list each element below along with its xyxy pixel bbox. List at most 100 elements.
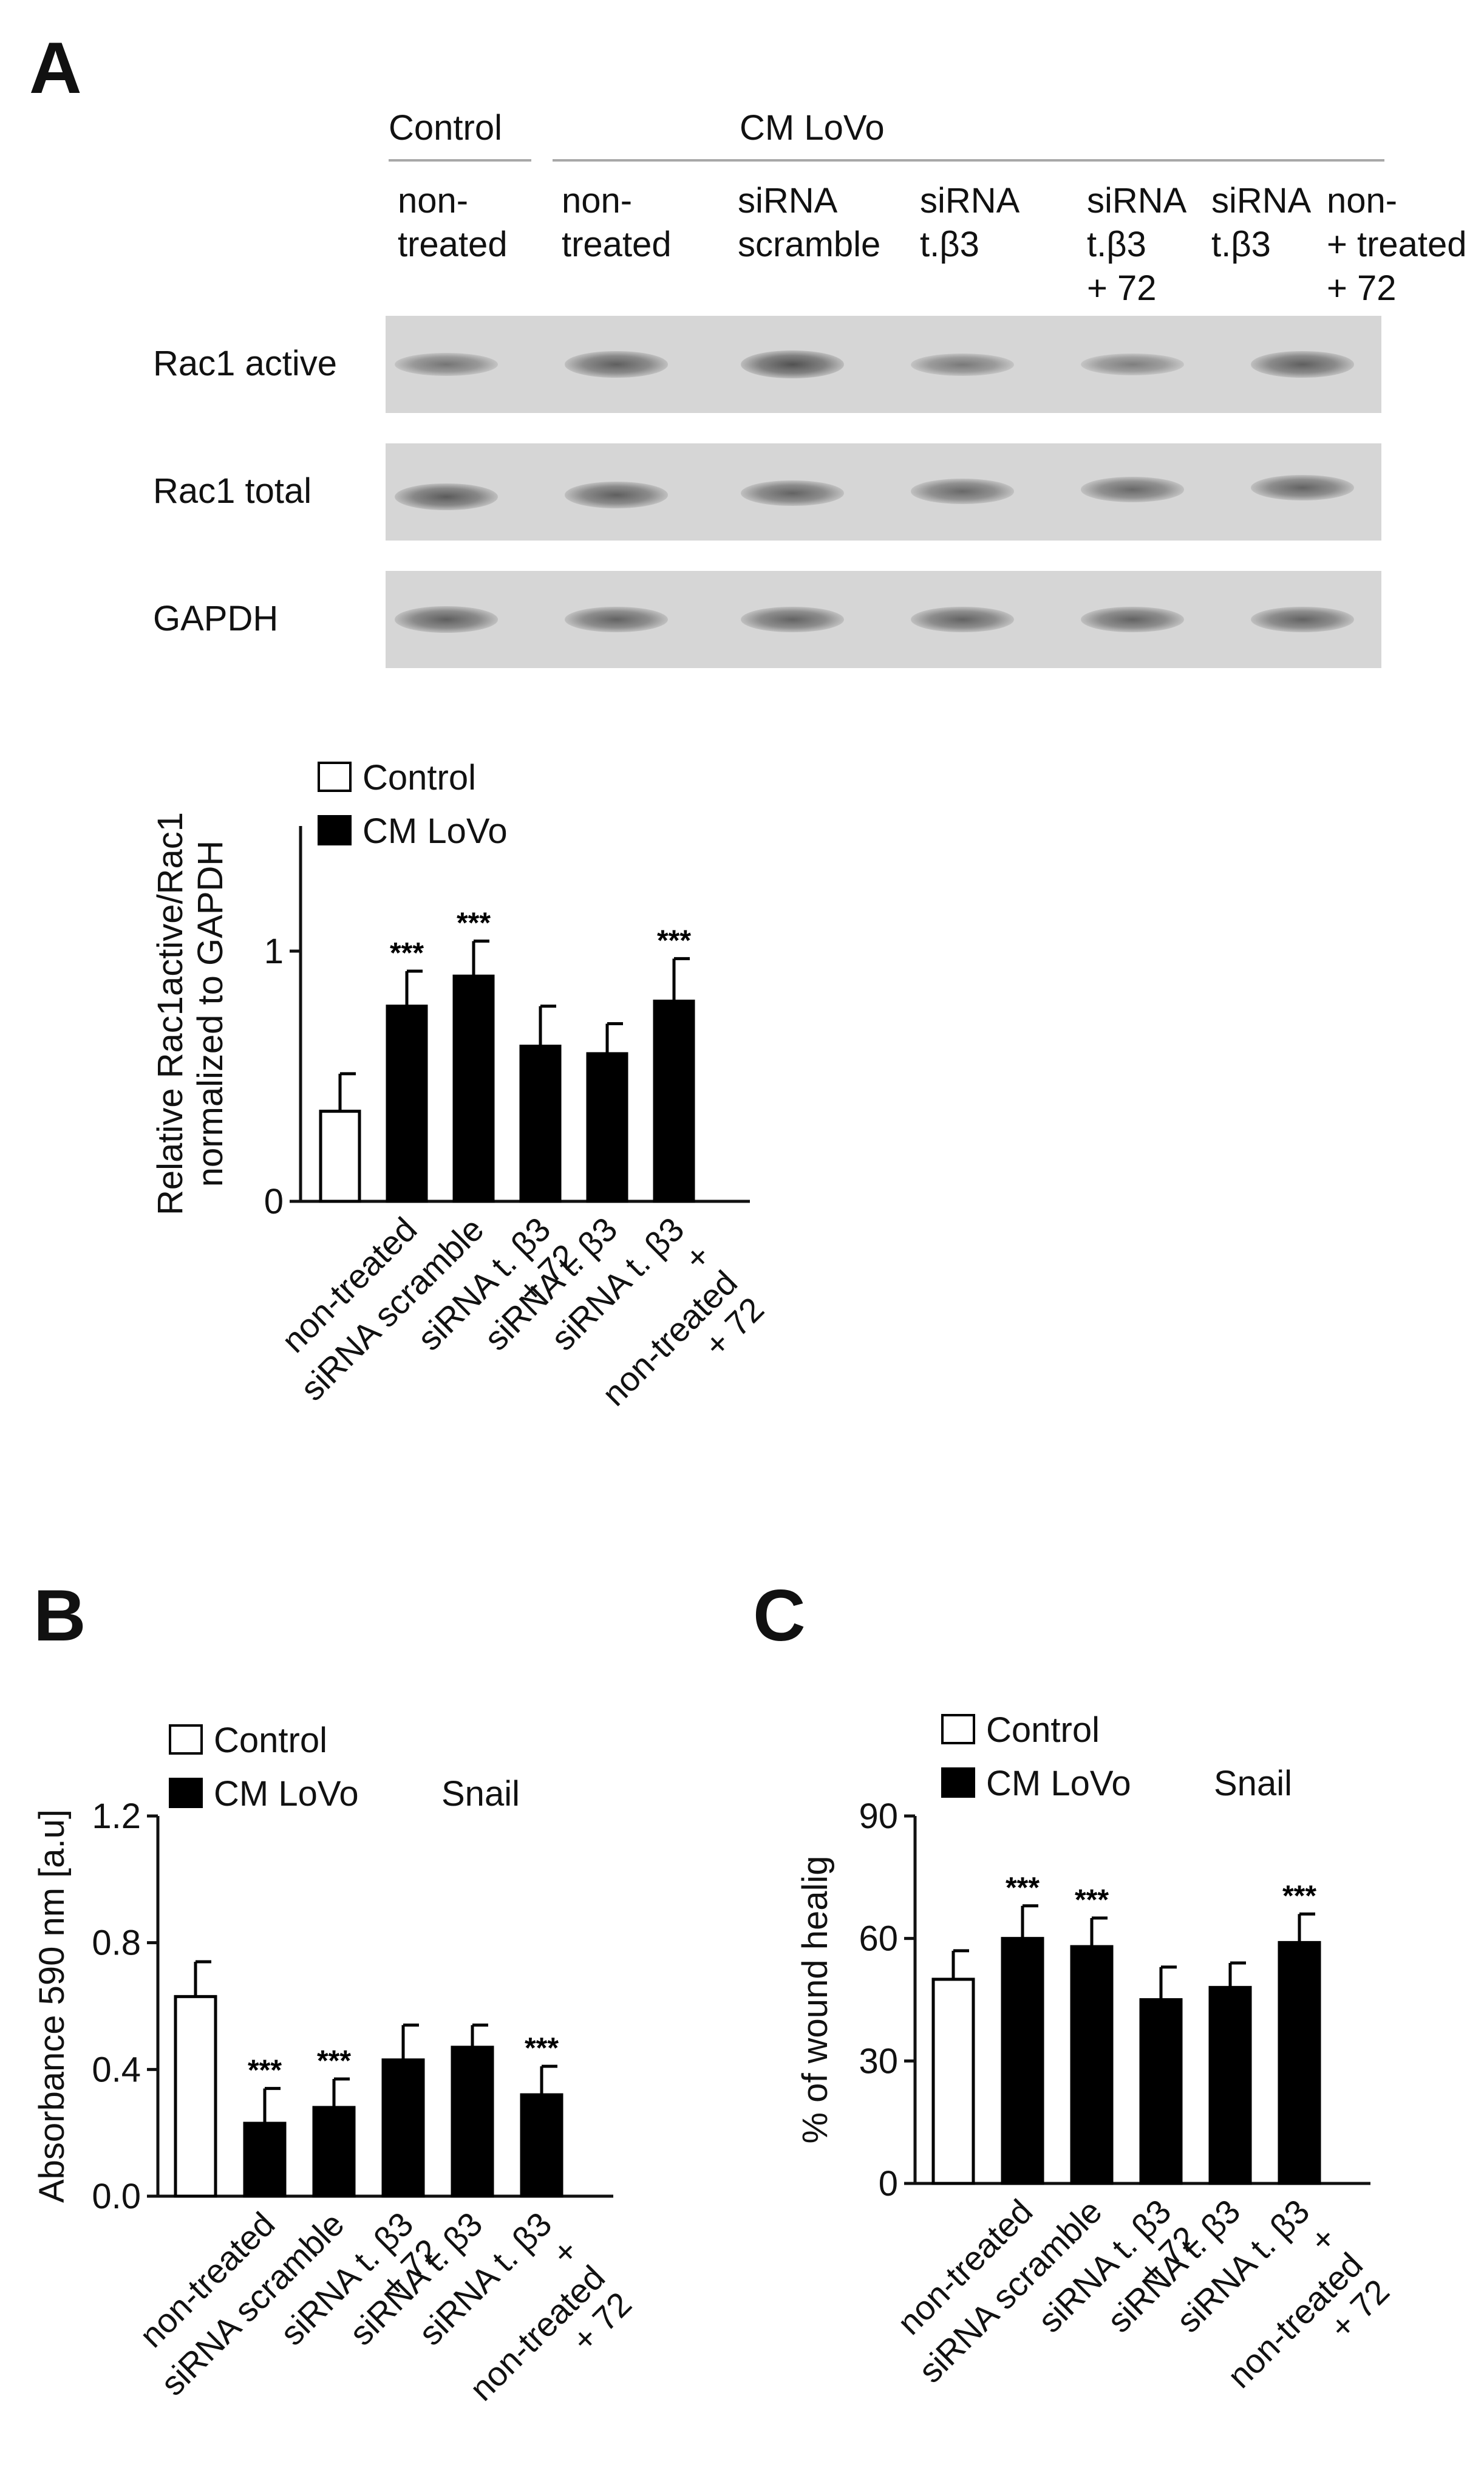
chart0-significance-1: *** xyxy=(390,937,424,969)
band-rac1-total-lane-4 xyxy=(911,479,1014,504)
chart1-significance-5: *** xyxy=(525,2032,559,2064)
chart1-bar-5 xyxy=(520,2093,563,2198)
band-rac1-total-lane-1 xyxy=(395,483,498,511)
chart2-y-tick-label-2: 60 xyxy=(859,1919,898,1959)
chart0-legend-label-1: CM LoVo xyxy=(362,811,508,851)
band-rac1-total-lane-6 xyxy=(1251,474,1354,501)
chart1-legend-label-1: CM LoVo xyxy=(214,1774,359,1814)
chart2-legend-label-1: CM LoVo xyxy=(986,1764,1131,1803)
band-rac1-total-lane-2 xyxy=(565,482,668,508)
chart2-significance-2: *** xyxy=(1075,1884,1109,1916)
chart-b: 0.0 0.4 0.8 1.2 Absorbance 590 nm [a.u] *** **… xyxy=(32,1721,639,2408)
chart1-y-axis-label-line-0: Absorbance 590 nm [a.u] xyxy=(32,1809,72,2203)
chart2-y-axis-label: % of wound healig xyxy=(795,1856,835,2144)
chart1-bar-0 xyxy=(174,1995,217,2198)
band-gapdh-lane-2 xyxy=(565,606,668,633)
band-gapdh-lane-1 xyxy=(395,606,498,633)
lane-header-7-line-2: + treated xyxy=(1327,225,1467,264)
chart1-y-tick-label-1: 0.4 xyxy=(92,2050,141,2089)
chart0-legend-swatch-1 xyxy=(318,815,352,845)
panel-letter-b: B xyxy=(33,1575,86,1656)
row-label-rac1-total: Rac1 total xyxy=(153,471,312,511)
panel-letter-a: A xyxy=(29,27,82,109)
band-rac1-active-lane-4 xyxy=(911,353,1014,376)
chart0-significance-5: *** xyxy=(657,924,691,957)
lane-header-1-line-1: non- xyxy=(398,181,469,220)
lane-header-3-line-1: siRNA xyxy=(738,181,838,220)
band-rac1-active-lane-1 xyxy=(395,352,498,377)
lane-header-3-line-2: scramble xyxy=(738,225,881,264)
lane-header-2-line-1: non- xyxy=(562,181,633,220)
band-rac1-active-lane-3 xyxy=(741,350,844,379)
chart0-bar-3 xyxy=(519,1045,562,1203)
blot-strip-rac1-active xyxy=(386,316,1381,413)
chart1-bar-4 xyxy=(451,2046,494,2198)
chart0-y-axis-label: Relative Rac1active/Rac1normalized to GA… xyxy=(151,812,230,1215)
chart1-legend-swatch-0 xyxy=(169,1724,203,1755)
chart2-y-axis-label-line-0: % of wound healig xyxy=(795,1856,835,2144)
row-label-gapdh: GAPDH xyxy=(153,599,279,638)
chart1-bar-2 xyxy=(312,2106,356,2198)
chart2-bar-5 xyxy=(1278,1940,1321,2185)
chart2-y-tick-label-0: 0 xyxy=(879,2164,898,2203)
chart0-significance-2: *** xyxy=(457,907,491,940)
chart0-bar-1 xyxy=(386,1005,428,1203)
band-gapdh-lane-6 xyxy=(1251,606,1354,633)
blot-strip-rac1-total xyxy=(386,443,1381,541)
lane-header-7-line-3: + 72 xyxy=(1327,268,1397,308)
chart1-significance-2: *** xyxy=(317,2045,351,2077)
chart1-y-tick-label-3: 1.2 xyxy=(92,1797,141,1836)
chart1-legend-note: Snail xyxy=(441,1774,520,1814)
lane-header-5-line-3: + 72 xyxy=(1087,268,1157,308)
lane-header-4-line-2: t.β3 xyxy=(920,225,979,264)
chart2-legend-note: Snail xyxy=(1214,1764,1292,1803)
chart2-bar-3 xyxy=(1139,1998,1183,2185)
chart0-legend-swatch-0 xyxy=(318,762,352,792)
band-gapdh-lane-5 xyxy=(1081,606,1184,633)
chart0-bar-4 xyxy=(586,1052,628,1203)
chart2-significance-1: *** xyxy=(1006,1872,1040,1904)
lane-header-6-line-2: t.β3 xyxy=(1211,225,1271,264)
chart2-y-tick-label-3: 90 xyxy=(859,1797,898,1836)
chart0-legend-label-0: Control xyxy=(362,758,476,797)
chart0-bar-2 xyxy=(452,974,495,1203)
chart1-legend-label-0: Control xyxy=(214,1721,327,1760)
chart2-bar-0 xyxy=(931,1978,975,2185)
lane-header-7-line-1: non- xyxy=(1327,181,1398,220)
lane-header-4-line-1: siRNA xyxy=(920,181,1020,220)
panel-letter-c: C xyxy=(753,1575,806,1656)
group-line-cm-lovo xyxy=(553,159,1384,162)
chart2-legend-label-0: Control xyxy=(986,1710,1100,1750)
lane-header-5-line-2: t.β3 xyxy=(1087,225,1146,264)
group-label-cm-lovo: CM LoVo xyxy=(740,108,885,148)
chart1-legend-swatch-1 xyxy=(169,1778,203,1808)
chart0-bar-5 xyxy=(653,999,695,1203)
chart0-y-tick-label-0: 0 xyxy=(264,1182,284,1221)
chart2-bar-1 xyxy=(1001,1937,1044,2185)
group-line-control xyxy=(389,159,531,162)
chart2-legend-swatch-0 xyxy=(941,1714,975,1744)
chart2-y-tick-label-1: 30 xyxy=(859,2041,898,2081)
group-label-control: Control xyxy=(389,108,502,148)
lane-header-2-line-2: treated xyxy=(562,225,672,264)
chart1-significance-1: *** xyxy=(248,2055,282,2087)
band-rac1-active-lane-5 xyxy=(1081,353,1184,375)
lane-header-6-line-1: siRNA xyxy=(1211,181,1312,220)
chart1-bar-1 xyxy=(243,2121,287,2198)
chart1-y-axis-label: Absorbance 590 nm [a.u] xyxy=(32,1809,72,2203)
chart2-bar-4 xyxy=(1208,1985,1252,2185)
row-label-rac1-active: Rac1 active xyxy=(153,344,338,383)
chart-a: 0 1 Relative Rac1active/Rac1normalized to … xyxy=(151,758,771,1413)
chart0-y-axis-label-line-0: Relative Rac1active/Rac1 xyxy=(151,812,190,1215)
band-gapdh-lane-4 xyxy=(911,606,1014,633)
chart2-significance-5: *** xyxy=(1282,1880,1316,1912)
chart0-bar-0 xyxy=(319,1110,361,1203)
lane-header-1-line-2: treated xyxy=(398,225,508,264)
chart1-bar-3 xyxy=(381,2058,425,2198)
chart2-bar-2 xyxy=(1070,1945,1114,2185)
band-rac1-total-lane-5 xyxy=(1081,477,1184,502)
lane-header-5-line-1: siRNA xyxy=(1087,181,1187,220)
band-rac1-active-lane-6 xyxy=(1251,351,1354,378)
band-rac1-active-lane-2 xyxy=(565,351,668,378)
